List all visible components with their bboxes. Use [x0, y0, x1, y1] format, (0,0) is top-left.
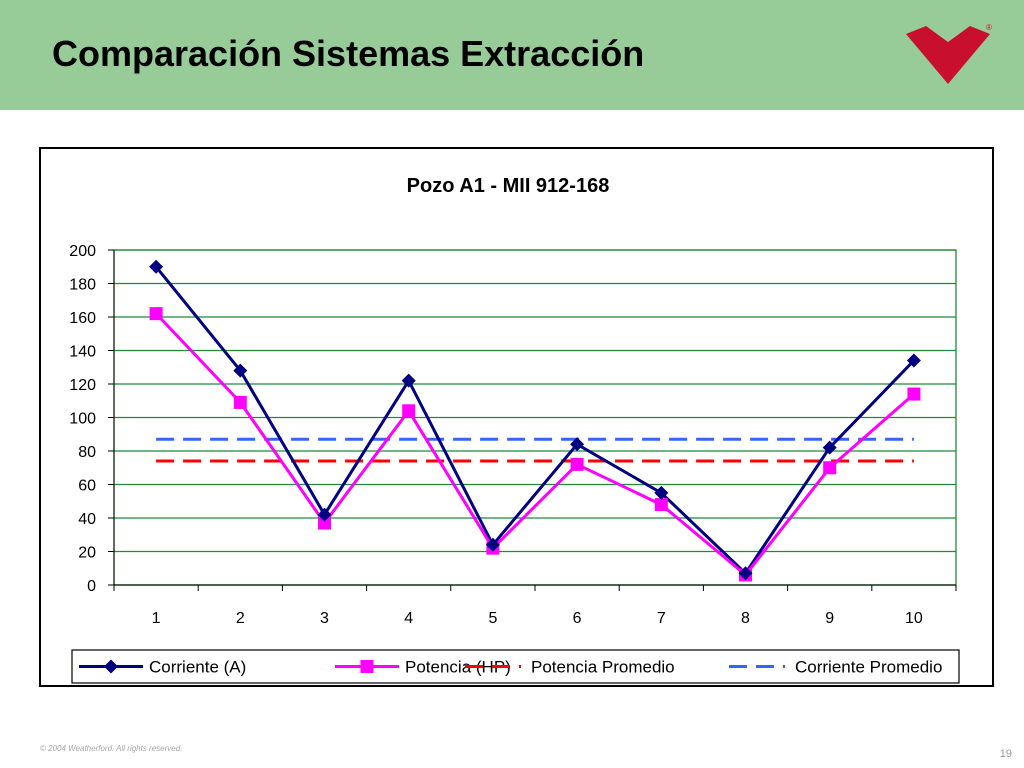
series-line [154, 265, 915, 576]
y-tick-label: 100 [69, 411, 96, 428]
x-tick-label: 4 [404, 610, 413, 627]
series-line [155, 312, 915, 578]
line-chart: Pozo A1 - MII 912-168 0 20 40 60 80 100 120 140 1… [69, 175, 960, 684]
legend-label: Potencia Promedio [531, 658, 675, 677]
data-point [485, 537, 500, 552]
x-tick-label: 6 [573, 610, 582, 627]
y-tick-label: 200 [69, 243, 96, 260]
slide-title: Comparación Sistemas Extracción [52, 33, 645, 74]
y-tick-label: 180 [69, 277, 96, 294]
y-tick-label: 80 [78, 444, 96, 461]
data-point [654, 485, 669, 500]
data-point [233, 363, 248, 378]
chart-frame: Pozo A1 - MII 912-168 0 20 40 60 80 100 120 140 1… [39, 147, 994, 687]
x-tick-label: 3 [320, 610, 329, 627]
data-point [317, 507, 332, 522]
legend-label: Corriente (A) [149, 658, 246, 677]
legend-marker [360, 660, 374, 673]
copyright-notice: © 2004 Weatherford. All rights reserved. [40, 744, 183, 753]
chart-legend [71, 649, 960, 684]
page-number: 19 [999, 748, 1012, 760]
data-point [233, 395, 247, 409]
logo-registered-mark: ® [986, 23, 992, 32]
data-point [738, 566, 753, 581]
x-tick-label: 5 [488, 610, 497, 627]
data-point [401, 373, 416, 388]
data-point [822, 440, 837, 455]
company-logo: ® [906, 23, 992, 84]
legend-marker [104, 659, 118, 674]
data-point [402, 404, 416, 418]
data-point [149, 307, 163, 321]
data-point [906, 353, 921, 368]
data-point [570, 437, 585, 452]
data-point [907, 387, 921, 401]
x-tick-label: 7 [657, 610, 666, 627]
y-tick-label: 60 [78, 478, 96, 495]
y-tick-label: 40 [78, 511, 96, 528]
x-tick-label: 9 [825, 610, 834, 627]
x-tick-label: 8 [741, 610, 750, 627]
data-point [149, 259, 164, 274]
legend-label: Corriente Promedio [795, 658, 942, 677]
logo-mark-icon [906, 26, 990, 84]
data-point [318, 516, 331, 530]
y-tick-label: 20 [78, 545, 96, 562]
y-tick-label: 120 [69, 377, 96, 394]
y-tick-label: 140 [69, 344, 96, 361]
x-tick-label: 10 [905, 610, 923, 627]
data-point [654, 498, 668, 512]
legend-label: Potencia (HP) [405, 658, 511, 677]
y-tick-label: 0 [87, 578, 96, 595]
chart-title: Pozo A1 - MII 912-168 [407, 175, 610, 197]
slide-header [0, 0, 1024, 110]
y-tick-label: 160 [69, 310, 96, 327]
data-point [570, 457, 584, 471]
x-tick-label: 1 [152, 610, 161, 627]
x-tick-label: 2 [236, 610, 245, 627]
data-point [823, 461, 837, 475]
